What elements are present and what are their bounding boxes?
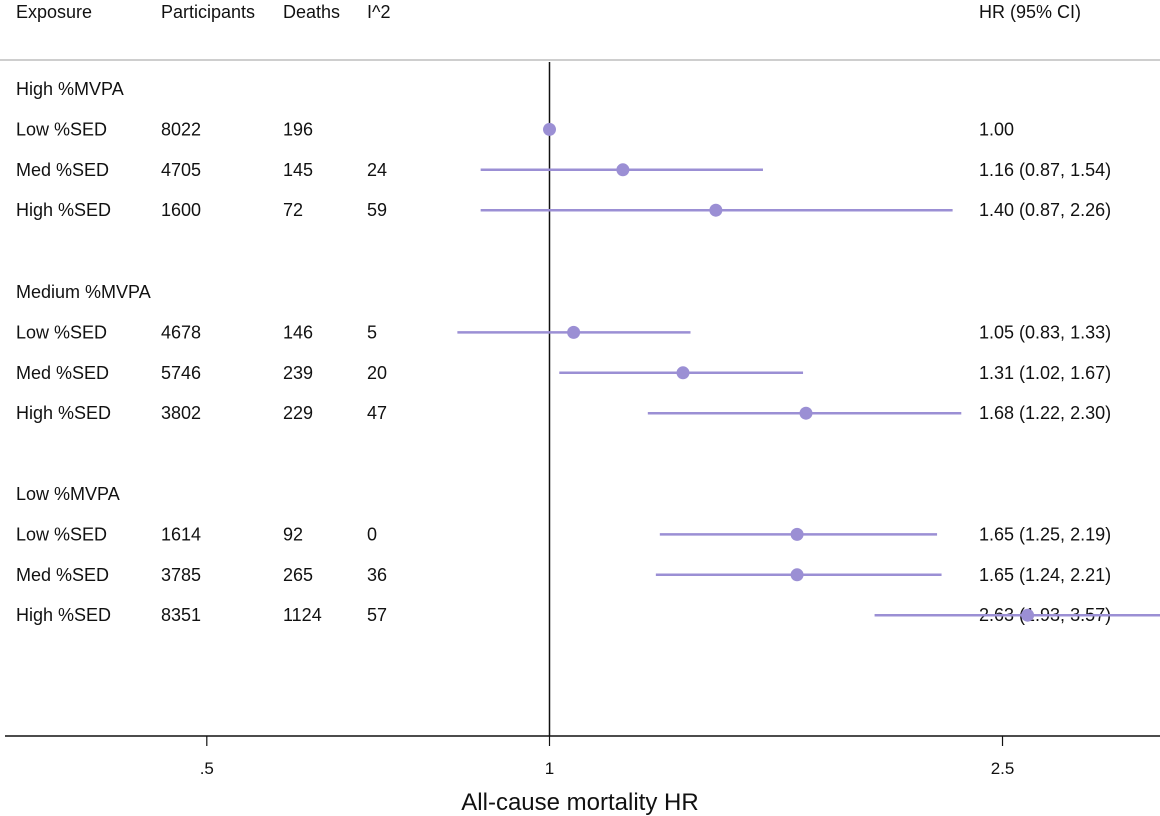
header-deaths: Deaths [283, 2, 340, 22]
hr-point [709, 203, 723, 217]
row-exposure: Low %SED [16, 524, 107, 544]
table-row: Low %SED 8022 196 1.00 [16, 119, 1014, 139]
row-hr-text: 1.65 (1.24, 2.21) [979, 565, 1111, 585]
table-row: Med %SED 3785 265 36 1.65 (1.24, 2.21) [16, 565, 1111, 585]
row-exposure: Low %SED [16, 119, 107, 139]
header-hr: HR (95% CI) [979, 2, 1081, 22]
group-label: High %MVPA [16, 79, 124, 99]
row-exposure: Med %SED [16, 363, 109, 383]
hr-point [799, 406, 813, 420]
hr-point [567, 325, 581, 339]
table-row: Low %SED 1614 92 0 1.65 (1.25, 2.19) [16, 524, 1111, 544]
row-hr-text: 1.05 (0.83, 1.33) [979, 322, 1111, 342]
row-deaths: 146 [283, 322, 313, 342]
row-exposure: Med %SED [16, 160, 109, 180]
row-hr-text: 1.40 (0.87, 2.26) [979, 200, 1111, 220]
row-participants: 4705 [161, 160, 201, 180]
row-deaths: 239 [283, 363, 313, 383]
row-i2: 36 [367, 565, 387, 585]
row-hr-text: 1.65 (1.25, 2.19) [979, 524, 1111, 544]
row-participants: 3785 [161, 565, 201, 585]
row-deaths: 196 [283, 119, 313, 139]
group-1: High %MVPA Low %SED 8022 196 1.00 Med %SED 470… [16, 79, 1111, 220]
row-participants: 8351 [161, 605, 201, 625]
row-i2: 47 [367, 403, 387, 423]
row-exposure: High %SED [16, 403, 111, 423]
table-row: Med %SED 5746 239 20 1.31 (1.02, 1.67) [16, 363, 1111, 383]
row-i2: 24 [367, 160, 387, 180]
table-row: Med %SED 4705 145 24 1.16 (0.87, 1.54) [16, 160, 1111, 180]
table-row: High %SED 3802 229 47 1.68 (1.22, 2.30) [16, 403, 1111, 423]
group-2: Medium %MVPA Low %SED 4678 146 5 1.05 (0.83, … [16, 282, 1111, 423]
header-exposure: Exposure [16, 2, 92, 22]
row-exposure: Med %SED [16, 565, 109, 585]
row-i2: 57 [367, 605, 387, 625]
x-axis-ticks: .512.557.5 [200, 736, 1015, 778]
row-i2: 59 [367, 200, 387, 220]
row-participants: 3802 [161, 403, 201, 423]
row-deaths: 92 [283, 524, 303, 544]
row-i2: 5 [367, 322, 377, 342]
hr-point [790, 568, 804, 582]
row-i2: 0 [367, 524, 377, 544]
row-i2: 20 [367, 363, 387, 383]
header-row: Exposure Participants Deaths I^2 HR (95%… [16, 2, 1081, 22]
row-deaths: 229 [283, 403, 313, 423]
row-participants: 8022 [161, 119, 201, 139]
table-row: Low %SED 4678 146 5 1.05 (0.83, 1.33) [16, 322, 1111, 342]
row-hr-text: 1.68 (1.22, 2.30) [979, 403, 1111, 423]
table-row: High %SED 1600 72 59 1.40 (0.87, 2.26) [16, 200, 1111, 220]
row-exposure: High %SED [16, 200, 111, 220]
row-deaths: 72 [283, 200, 303, 220]
row-participants: 4678 [161, 322, 201, 342]
x-tick-label: 2.5 [991, 759, 1015, 778]
header-participants: Participants [161, 2, 255, 22]
x-tick-label: .5 [200, 759, 214, 778]
hr-point [616, 163, 630, 177]
row-participants: 5746 [161, 363, 201, 383]
row-exposure: High %SED [16, 605, 111, 625]
hr-point [543, 122, 556, 136]
row-participants: 1614 [161, 524, 201, 544]
row-hr-text: 1.00 [979, 119, 1014, 139]
row-deaths: 145 [283, 160, 313, 180]
row-hr-text: 1.16 (0.87, 1.54) [979, 160, 1111, 180]
x-tick-label: 1 [545, 759, 554, 778]
row-exposure: Low %SED [16, 322, 107, 342]
hr-point [790, 527, 804, 541]
hr-point [1021, 608, 1035, 622]
group-label: Medium %MVPA [16, 282, 151, 302]
x-axis-title: All-cause mortality HR [461, 789, 698, 816]
row-participants: 1600 [161, 200, 201, 220]
hr-point [676, 366, 690, 380]
row-hr-text: 1.31 (1.02, 1.67) [979, 363, 1111, 383]
table-row: High %SED 8351 1124 57 2.63 (1.93, 3.57) [16, 605, 1160, 625]
header-i2: I^2 [367, 2, 390, 22]
group-label: Low %MVPA [16, 484, 120, 504]
row-deaths: 1124 [283, 605, 322, 625]
row-deaths: 265 [283, 565, 313, 585]
group-3: Low %MVPA Low %SED 1614 92 0 1.65 (1.25, 2.19… [16, 484, 1160, 625]
